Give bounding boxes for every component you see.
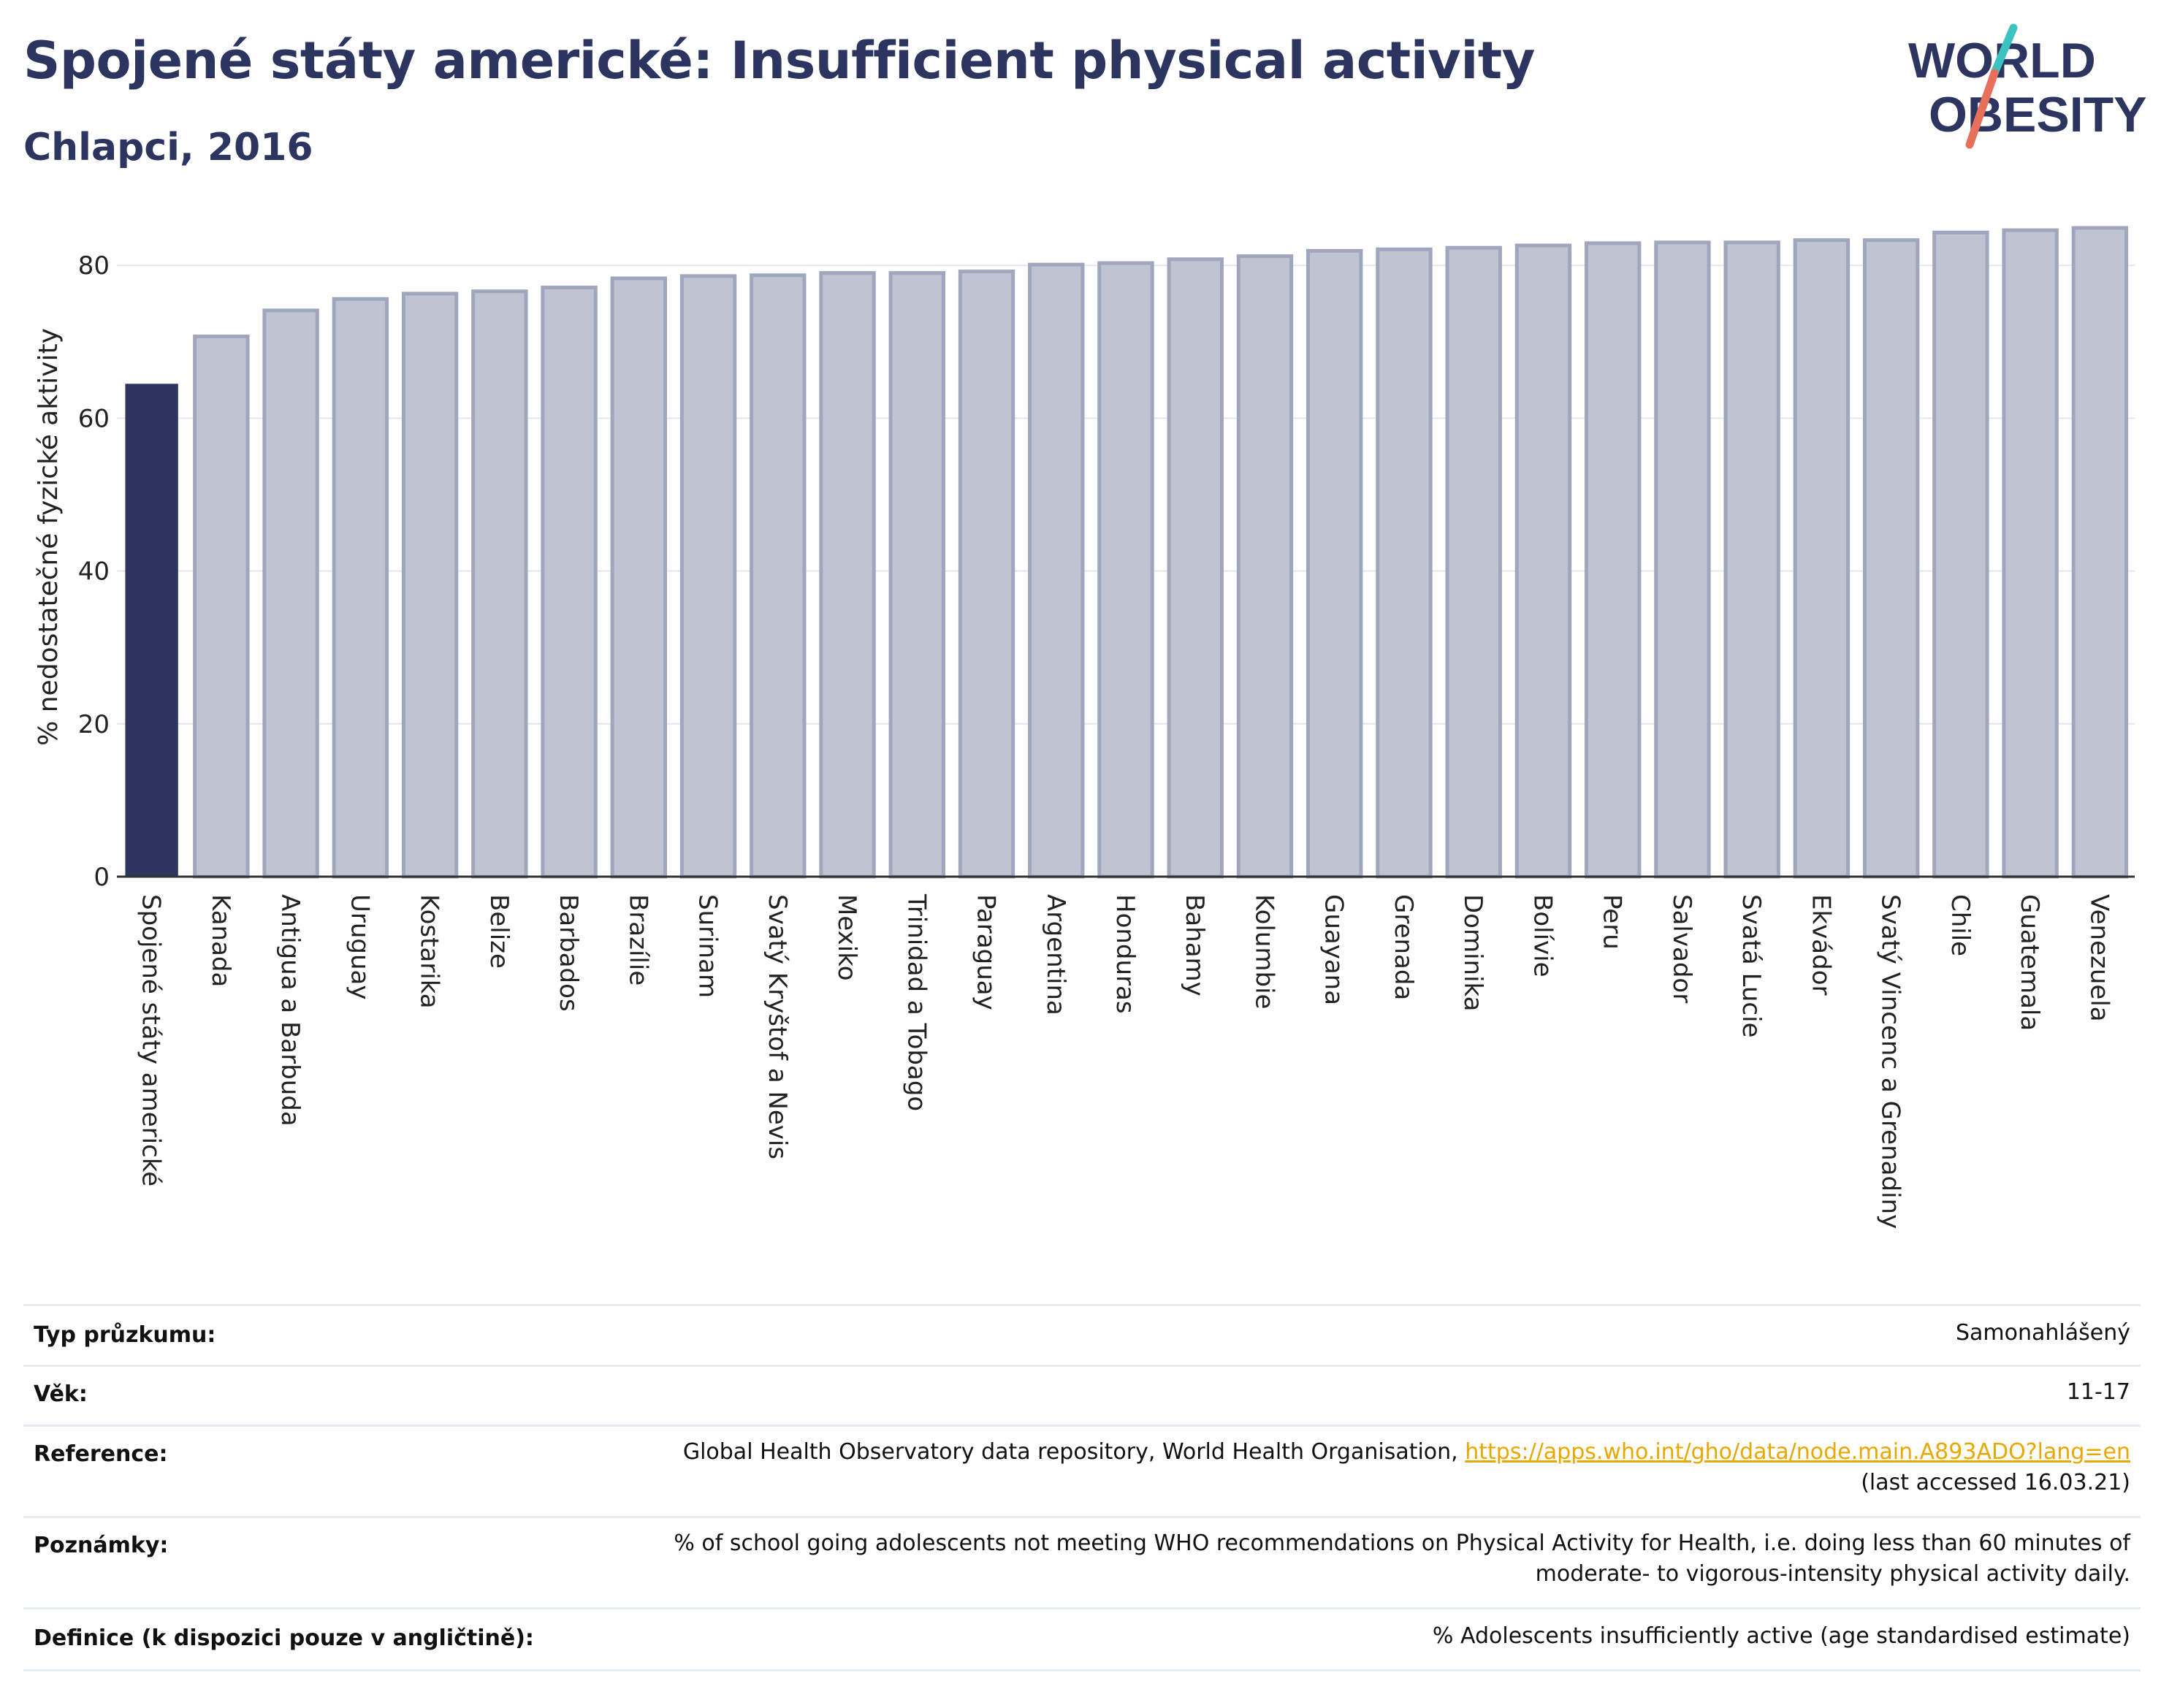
- y-tick-label: 20: [78, 710, 110, 739]
- meta-label: Typ průzkumu:: [34, 1322, 216, 1348]
- bar: [819, 271, 876, 879]
- x-tick-label: Antigua a Barbuda: [275, 894, 305, 1126]
- x-tick-label: Mexiko: [832, 894, 861, 981]
- x-tick-label: Venezuela: [2084, 894, 2114, 1022]
- x-tick-label: Kanada: [206, 894, 235, 987]
- y-tick-label: 80: [78, 251, 110, 281]
- x-tick-label: Guatemala: [2015, 894, 2044, 1031]
- x-tick-label: Salvador: [1667, 894, 1696, 1003]
- x-tick-label: Uruguay: [345, 894, 374, 1000]
- x-tick-label: Trinidad a Tobago: [902, 893, 931, 1111]
- meta-row-definition: Definice (k dispozici pouze v angličtině…: [23, 1609, 2141, 1671]
- bar: [1723, 240, 1780, 879]
- x-tick-label: Bahamy: [1180, 894, 1209, 996]
- bar: [1654, 240, 1711, 879]
- bar: [1028, 262, 1085, 879]
- meta-label: Věk:: [34, 1381, 88, 1407]
- x-tick-label: Kolumbie: [1249, 894, 1278, 1009]
- logo-line-2: OBESITY: [1929, 87, 2147, 142]
- x-tick-label: Svatý Vincenc a Grenadiny: [1876, 894, 1905, 1229]
- x-tick-label: Svatá Lucie: [1737, 894, 1766, 1037]
- bar-chart: 0 20 40 60 80 % nedostatečné fyzické aktivity…: [34, 226, 2135, 1229]
- x-tick-label: Spojené státy americké: [137, 894, 166, 1186]
- x-tick-label: Surinam: [693, 894, 723, 998]
- bar: [1445, 245, 1502, 879]
- bar: [541, 286, 598, 879]
- x-tick-label: Ekvádor: [1806, 894, 1835, 996]
- x-tick-label: Honduras: [1110, 894, 1140, 1014]
- y-tick-label: 60: [78, 404, 110, 433]
- meta-row-age: Věk: 11-17: [23, 1367, 2141, 1427]
- bar: [1584, 241, 1642, 879]
- bar: [1862, 238, 1920, 879]
- x-tick-label: Brazílie: [623, 894, 652, 985]
- x-tick-label: Argentina: [1041, 894, 1070, 1015]
- bar: [1236, 254, 1294, 879]
- bar: [888, 271, 945, 879]
- meta-label: Poznámky:: [34, 1533, 169, 1558]
- bar: [2002, 228, 2059, 879]
- x-tick-label: Bolívie: [1528, 894, 1557, 977]
- meta-value: Global Health Observatory data repositor…: [683, 1437, 2130, 1498]
- bar: [1376, 247, 1433, 879]
- meta-value: % Adolescents insufficiently active (age…: [1432, 1623, 2130, 1649]
- x-tick-label: Svatý Kryštof a Nevis: [763, 894, 792, 1159]
- bar: [750, 273, 807, 879]
- x-tick-label: Barbados: [554, 894, 583, 1012]
- reference-text: Global Health Observatory data repositor…: [682, 1439, 1458, 1465]
- meta-label: Reference:: [34, 1441, 168, 1467]
- bar: [332, 297, 389, 879]
- bar-chart-svg: 0 20 40 60 80 % nedostatečné fyzické aktivity…: [34, 226, 2135, 1229]
- bar: [610, 276, 668, 879]
- chart-title: Spojené státy americké: Insufficient phy…: [23, 31, 1535, 91]
- bar: [1097, 261, 1154, 879]
- meta-row-survey-type: Typ průzkumu: Samonahlášený: [23, 1306, 2141, 1367]
- meta-label: Definice (k dispozici pouze v angličtině…: [34, 1625, 534, 1651]
- bar: [1932, 230, 1989, 879]
- x-tick-label: Dominika: [1458, 894, 1487, 1011]
- meta-row-reference: Reference: Global Health Observatory dat…: [23, 1427, 2141, 1518]
- world-obesity-logo: WORLD OBESITY: [1899, 22, 2148, 153]
- meta-value: % of school going adolescents not meetin…: [674, 1528, 2130, 1590]
- y-tick-label: 40: [78, 557, 110, 587]
- x-tick-label: Guayana: [1319, 894, 1349, 1005]
- reference-link[interactable]: https://apps.who.int/gho/data/node.main.…: [1465, 1439, 2130, 1465]
- x-tick-label: Grenada: [1389, 894, 1418, 1000]
- bar: [1306, 248, 1363, 879]
- x-tick-label: Kostarika: [415, 894, 444, 1009]
- bar-highlighted: [125, 384, 178, 877]
- bar: [193, 334, 250, 879]
- meta-value: 11-17: [2066, 1379, 2130, 1405]
- x-tick-label: Chile: [1945, 894, 1975, 956]
- bar: [471, 289, 528, 879]
- logo-slash-red: [1965, 69, 1999, 149]
- logo-slash-teal: [1990, 23, 2018, 77]
- reference-accessed: (last accessed 16.03.21): [1861, 1470, 2130, 1495]
- y-tick-label: 0: [94, 863, 110, 892]
- x-tick-label: Belize: [484, 894, 514, 969]
- bar: [1167, 257, 1224, 879]
- metadata-table: Typ průzkumu: Samonahlášený Věk: 11-17 R…: [23, 1304, 2141, 1671]
- x-tick-label: Peru: [1598, 894, 1627, 950]
- notes-text: % of school going adolescents not meetin…: [674, 1530, 2130, 1556]
- bar: [2071, 226, 2129, 879]
- meta-row-notes: Poznámky: % of school going adolescents …: [23, 1518, 2141, 1609]
- bar: [958, 270, 1015, 879]
- bar: [262, 308, 319, 879]
- notes-text-2: moderate- to vigorous-intensity physical…: [1535, 1561, 2130, 1587]
- bar: [401, 291, 459, 879]
- bar: [679, 274, 737, 879]
- meta-value: Samonahlášený: [1956, 1320, 2130, 1346]
- chart-subtitle: Chlapci, 2016: [23, 126, 313, 169]
- bar: [1793, 238, 1851, 879]
- x-tick-label: Paraguay: [972, 894, 1001, 1010]
- y-axis-label: % nedostatečné fyzické aktivity: [34, 328, 64, 746]
- bar: [1514, 243, 1572, 879]
